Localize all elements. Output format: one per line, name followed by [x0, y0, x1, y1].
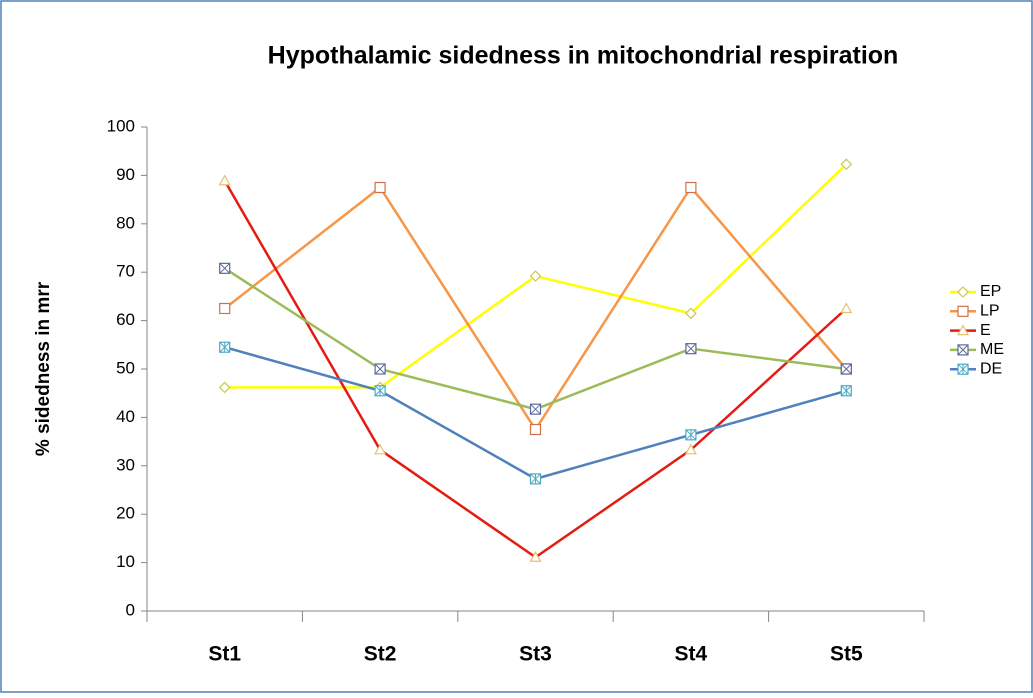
marker: [374, 363, 386, 375]
marker: [956, 324, 970, 336]
marker: [529, 403, 542, 415]
marker: [957, 286, 969, 298]
marker: [374, 443, 387, 455]
marker: [219, 262, 231, 274]
marker: [840, 158, 853, 171]
x-tick-label: St1: [208, 643, 241, 666]
marker-cross: [530, 403, 541, 415]
x-tick-label: St3: [519, 643, 552, 666]
marker: [684, 443, 697, 455]
y-tick-label: 90: [116, 165, 135, 184]
y-tick-label: 0: [126, 600, 135, 619]
marker: [957, 305, 969, 317]
y-tick-label: 30: [116, 455, 135, 474]
marker-cross: [840, 363, 852, 375]
marker-cross: [219, 262, 231, 274]
legend-label: EP: [980, 283, 1001, 300]
marker-box: [685, 181, 697, 194]
x-tick-label: St2: [364, 643, 397, 666]
x-tick-label: St4: [675, 643, 708, 666]
marker: [529, 473, 542, 485]
marker: [957, 344, 969, 356]
marker: [840, 363, 852, 375]
marker: [685, 429, 697, 441]
marker-cross: [685, 343, 697, 355]
y-tick-label: 10: [116, 552, 135, 571]
marker: [529, 551, 542, 562]
marker: [219, 302, 231, 315]
x-tick-label: St5: [830, 643, 863, 666]
marker: [219, 341, 231, 353]
legend-label: ME: [980, 341, 1004, 358]
marker: [529, 270, 542, 282]
marker-box: [219, 302, 231, 315]
marker-box: [957, 305, 969, 317]
marker: [685, 181, 697, 194]
chart-title: Hypothalamic sidedness in mitochondrial …: [268, 42, 899, 70]
marker: [840, 385, 852, 397]
legend-label: E: [980, 322, 991, 339]
y-tick-label: 20: [116, 504, 135, 523]
y-tick-label: 60: [116, 310, 135, 329]
marker: [218, 174, 231, 186]
legend-label: DE: [980, 360, 1002, 377]
marker: [218, 381, 231, 394]
y-tick-label: 50: [116, 358, 135, 377]
marker: [840, 302, 853, 314]
marker-box: [529, 423, 542, 436]
marker: [374, 385, 386, 397]
marker: [957, 363, 969, 375]
marker: [374, 181, 386, 194]
legend-label: LP: [980, 303, 1000, 320]
marker: [685, 307, 697, 320]
y-tick-label: 40: [116, 407, 135, 426]
marker-cross: [957, 344, 969, 356]
marker: [529, 423, 542, 436]
marker-cross: [374, 363, 386, 375]
marker: [685, 343, 697, 355]
y-tick-label: 80: [116, 213, 135, 232]
y-axis-label: % sidedness in mrr: [33, 281, 54, 456]
y-tick-label: 70: [116, 262, 135, 281]
marker-box: [374, 181, 386, 194]
y-tick-label: 100: [107, 116, 135, 135]
